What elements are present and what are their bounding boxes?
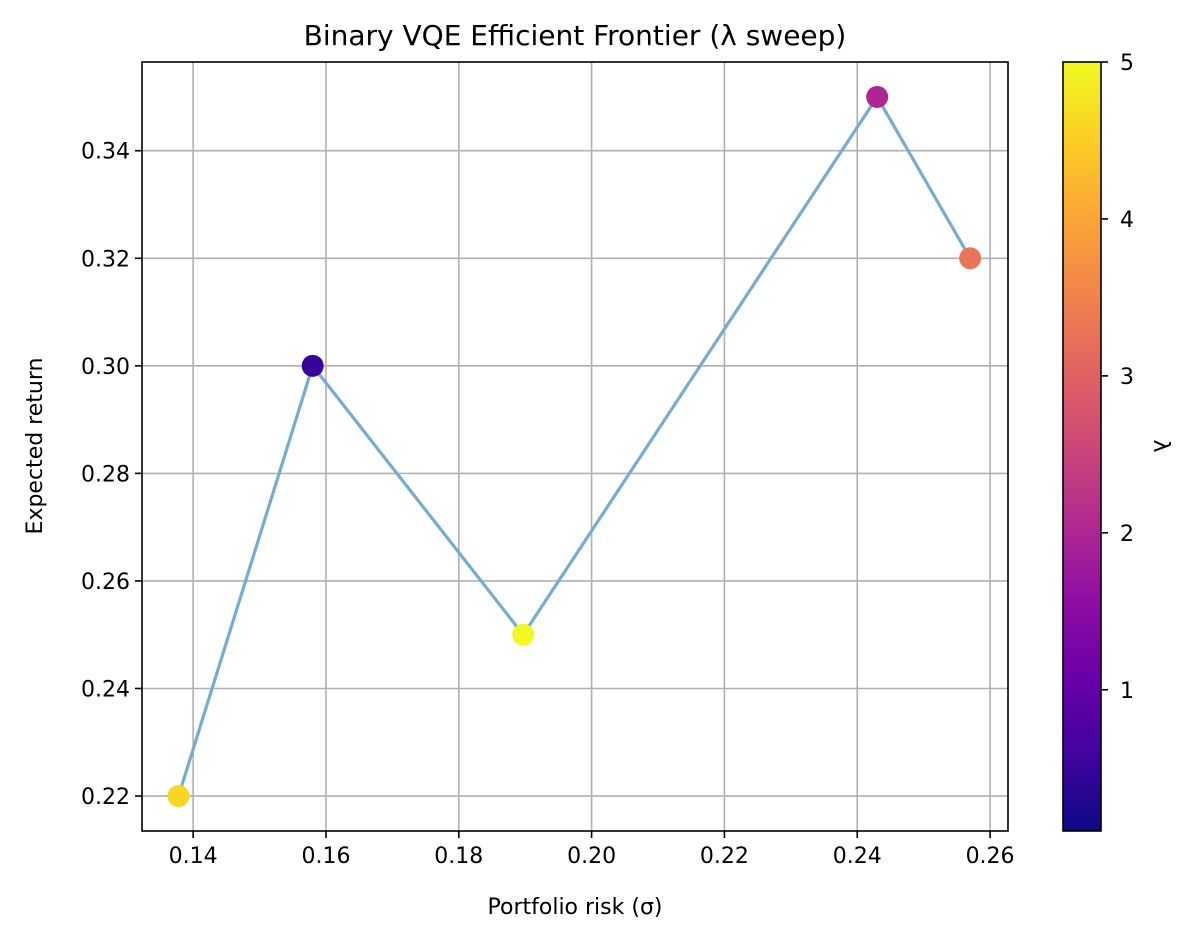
colorbar-label: λ	[1148, 439, 1173, 452]
x-tick-label: 0.20	[567, 844, 616, 869]
colorbar-tick-label: 3	[1120, 365, 1134, 390]
x-axis-label: Portfolio risk (σ)	[488, 895, 663, 920]
x-tick-label: 0.24	[833, 844, 882, 869]
colorbar-gradient	[1062, 61, 1102, 832]
y-tick-label: 0.30	[81, 355, 130, 380]
x-tick-label: 0.16	[301, 844, 350, 869]
colorbar-tick-label: 1	[1120, 679, 1134, 704]
y-axis-ticks: 0.22 0.24 0.26 0.28 0.30 0.32 0.34	[81, 140, 142, 810]
data-point	[301, 354, 324, 377]
y-tick-label: 0.28	[81, 462, 130, 487]
colorbar: 1 2 3 4 5 λ	[1062, 51, 1173, 832]
colorbar-tick-label: 5	[1120, 51, 1134, 76]
y-tick-label: 0.34	[81, 140, 130, 165]
data-point	[512, 623, 535, 646]
data-points	[167, 85, 982, 808]
plot-frame	[141, 61, 1009, 832]
x-tick-label: 0.18	[434, 844, 483, 869]
data-point	[167, 785, 190, 808]
x-tick-label: 0.26	[966, 844, 1015, 869]
y-tick-label: 0.26	[81, 570, 130, 595]
frontier-line-group	[176, 95, 972, 797]
x-tick-label: 0.22	[700, 844, 749, 869]
grid	[142, 62, 1008, 831]
y-tick-label: 0.22	[81, 785, 130, 810]
colorbar-ticks: 1 2 3 4 5	[1101, 51, 1134, 704]
frontier-line	[176, 95, 972, 797]
data-point	[866, 85, 889, 108]
colorbar-tick-label: 2	[1120, 522, 1134, 547]
x-tick-label: 0.14	[169, 844, 218, 869]
y-tick-label: 0.32	[81, 247, 130, 272]
y-tick-label: 0.24	[81, 677, 130, 702]
colorbar-tick-label: 4	[1120, 208, 1134, 233]
y-axis-label: Expected return	[23, 358, 48, 535]
x-axis-ticks: 0.14 0.16 0.18 0.20 0.22 0.24 0.26	[169, 831, 1015, 869]
chart-title: Binary VQE Efficient Frontier (λ sweep)	[304, 19, 847, 52]
data-point	[959, 247, 982, 270]
